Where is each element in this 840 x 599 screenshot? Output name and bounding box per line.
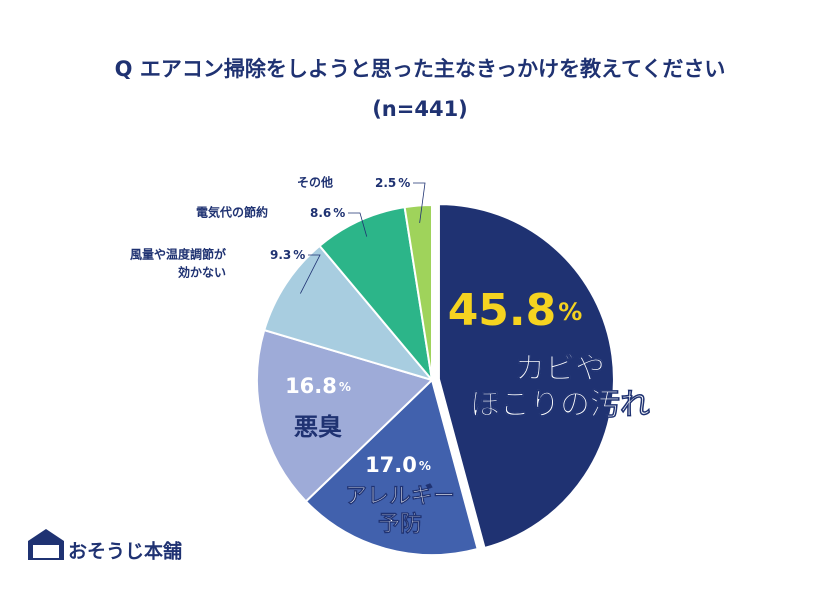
value-number: 8.6: [310, 206, 331, 220]
pie-slice: [437, 203, 615, 550]
value-number: 2.5: [375, 176, 396, 190]
category-label: カビや: [515, 352, 605, 387]
value-label: 45.8%: [448, 285, 583, 336]
category-label: 悪臭: [294, 413, 342, 441]
value-number: 16.8: [285, 374, 337, 398]
value-label: 17.0%: [365, 453, 431, 477]
pie-slice: [304, 378, 479, 556]
chart-subtitle: (n=441): [372, 97, 468, 121]
value-label: 2.5%: [375, 176, 410, 190]
leader-line: [348, 212, 368, 237]
category-label: 予防: [378, 512, 422, 537]
category-label: その他: [297, 175, 333, 190]
value-number: 45.8: [448, 285, 557, 336]
value-number: 9.3: [270, 248, 291, 262]
value-unit: %: [419, 459, 431, 473]
logo-window: [33, 545, 59, 558]
value-unit: %: [339, 380, 351, 394]
logo-text: おそうじ本舗: [68, 540, 182, 563]
value-label: 16.8%: [285, 374, 351, 398]
logo: おそうじ本舗: [28, 529, 182, 563]
category-label: ほこりの汚れ: [470, 388, 650, 423]
category-label: 電気代の節約: [196, 205, 268, 220]
leader-line: [413, 182, 426, 224]
value-label: 9.3%: [270, 248, 305, 262]
chart-title: Q エアコン掃除をしようと思った主なきっかけを教えてください: [115, 57, 726, 81]
pie-slice: [263, 244, 435, 382]
value-unit: %: [293, 248, 305, 262]
pie-slice: [403, 203, 433, 381]
value-unit: %: [333, 206, 345, 220]
value-label: 8.6%: [310, 206, 345, 220]
category-label: 風量や温度調節が: [130, 247, 226, 262]
pie-slice: [318, 206, 434, 384]
value-unit: %: [558, 298, 582, 326]
value-unit: %: [398, 176, 410, 190]
category-label: アレルギー: [345, 484, 455, 509]
leader-line: [300, 254, 321, 294]
pie-slice: [256, 328, 434, 503]
category-label: 効かない: [178, 265, 226, 280]
value-number: 17.0: [365, 453, 417, 477]
